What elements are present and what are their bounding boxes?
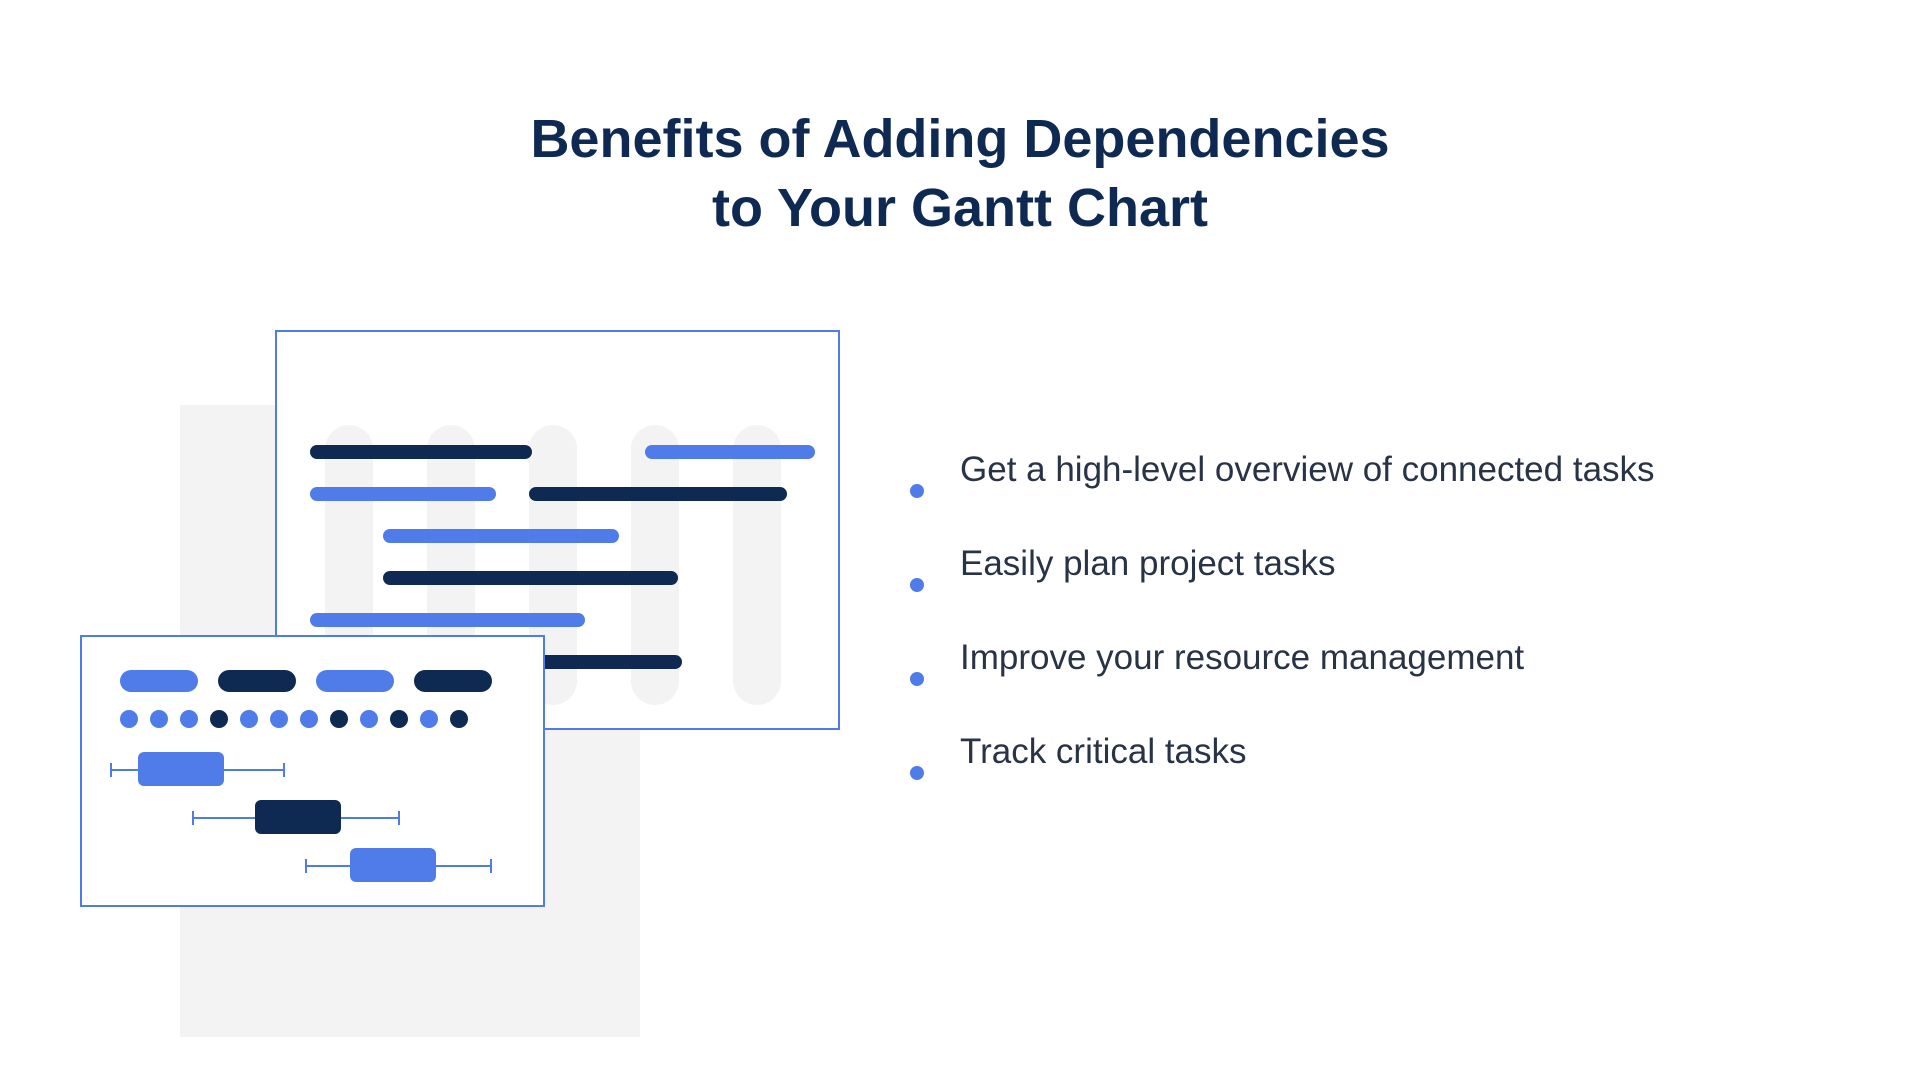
illus-whisker-cap	[192, 811, 194, 825]
page-title: Benefits of Adding Dependencies to Your …	[0, 105, 1920, 243]
illus-bar	[310, 445, 532, 459]
illus-dot	[120, 710, 138, 728]
infographic-canvas: Benefits of Adding Dependencies to Your …	[0, 0, 1920, 1080]
illus-whisker-cap	[283, 763, 285, 777]
benefit-item: Improve your resource management	[910, 632, 1655, 726]
illus-bar	[522, 655, 682, 669]
illus-whisker-cap	[305, 859, 307, 873]
illus-whisker-cap	[398, 811, 400, 825]
illus-pill	[120, 670, 198, 692]
illus-dot	[390, 710, 408, 728]
illus-dot	[240, 710, 258, 728]
illus-dot	[180, 710, 198, 728]
illus-bar	[383, 529, 619, 543]
illus-dot	[450, 710, 468, 728]
benefit-item: Easily plan project tasks	[910, 538, 1655, 632]
illus-dot	[300, 710, 318, 728]
illus-task-bar	[255, 800, 341, 834]
illus-column	[733, 425, 781, 705]
illus-bar	[383, 571, 678, 585]
title-line-2: to Your Gantt Chart	[712, 178, 1208, 238]
benefit-item: Track critical tasks	[910, 726, 1655, 820]
title-line-1: Benefits of Adding Dependencies	[530, 109, 1389, 169]
illus-dot	[360, 710, 378, 728]
benefits-list: Get a high-level overview of connected t…	[910, 444, 1655, 820]
illus-dot	[270, 710, 288, 728]
illus-dot	[150, 710, 168, 728]
illus-task-bar	[350, 848, 436, 882]
illus-pill	[316, 670, 394, 692]
illus-bar	[310, 487, 496, 501]
illus-dot	[420, 710, 438, 728]
illus-dot	[330, 710, 348, 728]
illus-whisker-cap	[110, 763, 112, 777]
illus-bar	[645, 445, 815, 459]
illus-pill	[414, 670, 492, 692]
illus-bar	[529, 487, 787, 501]
illus-dot	[210, 710, 228, 728]
illus-whisker-cap	[490, 859, 492, 873]
illus-bar	[310, 613, 585, 627]
gantt-illustration	[80, 330, 870, 970]
benefit-item: Get a high-level overview of connected t…	[910, 444, 1655, 538]
illus-pill	[218, 670, 296, 692]
illus-task-bar	[138, 752, 224, 786]
